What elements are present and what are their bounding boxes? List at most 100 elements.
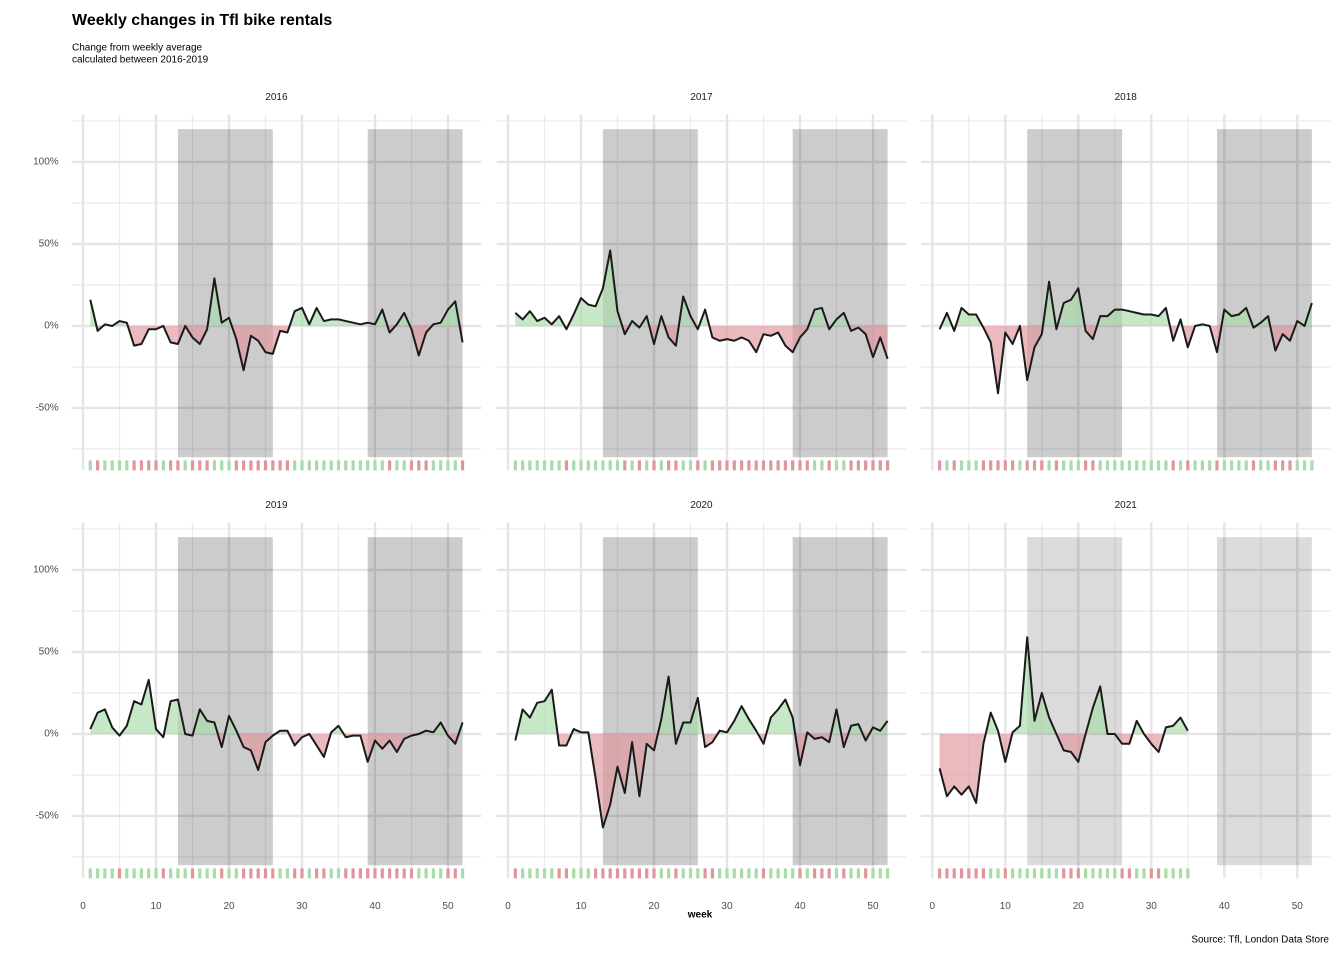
sign-tile [183, 868, 187, 879]
y-tick-label: 0% [44, 321, 59, 332]
sign-tile [424, 460, 428, 471]
sign-tile [161, 868, 165, 879]
sign-tile [521, 460, 525, 471]
sign-tile [1229, 460, 1234, 471]
sign-tile [542, 868, 547, 879]
sign-tile [1113, 868, 1117, 879]
sign-tile [513, 460, 517, 471]
sign-tile [967, 868, 971, 879]
sign-tile [1076, 460, 1080, 471]
sign-tile [989, 868, 993, 879]
sign-tile [601, 460, 605, 471]
x-tick-label: 0 [505, 901, 511, 912]
sign-tile [967, 460, 971, 471]
panel-title: 2017 [690, 92, 713, 103]
x-tick-label: 40 [369, 901, 381, 912]
y-tick-label: -50% [35, 403, 58, 414]
sign-tile [783, 460, 787, 471]
negative-area [515, 325, 888, 359]
sign-tile [439, 868, 443, 879]
caption: Source: Tfl, London Data Store [1191, 935, 1329, 946]
sign-tile [1171, 460, 1175, 471]
line [514, 675, 889, 829]
subtitle: calculated between 2016-2019 [72, 55, 209, 66]
sign-tile [761, 868, 766, 879]
sign-tile [1149, 460, 1153, 471]
positive-area [515, 250, 850, 326]
sign-tile [234, 868, 238, 879]
sign-tile [380, 868, 384, 879]
sign-tile [271, 460, 275, 471]
sign-tile [732, 868, 736, 879]
sign-tile [1047, 460, 1051, 471]
sign-tile [424, 868, 428, 879]
sign-tile [460, 868, 465, 879]
sign-tile [1003, 460, 1007, 471]
sign-tile [1032, 868, 1037, 879]
sign-tile [1069, 460, 1073, 471]
sign-tile [446, 460, 450, 471]
sign-tile [1193, 460, 1197, 471]
season-band [177, 129, 273, 458]
sign-tile [725, 868, 729, 879]
sign-tile [220, 460, 224, 471]
sign-tile [1186, 868, 1190, 879]
sign-tile [557, 868, 561, 879]
sign-tile [307, 868, 311, 879]
sign-tile [667, 868, 671, 879]
panel: 2021 0 10 20 30 40 50 [921, 500, 1331, 912]
sign-tile [659, 868, 663, 879]
sign-tile [1156, 460, 1161, 471]
season-band [367, 129, 463, 458]
sign-tile [659, 460, 663, 471]
sign-tile [300, 460, 304, 471]
sign-tile [453, 460, 457, 471]
sign-tile [125, 868, 129, 879]
sign-tile [395, 868, 399, 879]
sign-tile [263, 868, 268, 879]
sign-tile [1054, 460, 1059, 471]
sign-tile [1098, 460, 1102, 471]
sign-tile [805, 460, 809, 471]
sign-tile [1120, 868, 1124, 879]
sign-tile [535, 868, 539, 879]
x-tick-label: 10 [1000, 901, 1012, 912]
sign-tile [285, 868, 289, 879]
sign-tile [842, 460, 846, 471]
sign-tile [996, 868, 1000, 879]
sign-tile [871, 460, 875, 471]
season-band [1216, 537, 1312, 866]
sign-tile [249, 460, 253, 471]
y-tick-label: 0% [44, 729, 59, 740]
sign-tile [769, 460, 773, 471]
panel-title: 2018 [1115, 92, 1138, 103]
positive-area [985, 637, 1188, 734]
sign-tile [88, 868, 92, 879]
sign-tile [630, 868, 634, 879]
sign-tile [791, 868, 795, 879]
sign-tile [198, 868, 202, 879]
sign-tile [1149, 868, 1153, 879]
sign-tile [1113, 460, 1117, 471]
sign-tile [278, 868, 282, 879]
sign-tile [812, 868, 817, 879]
sign-tile [747, 868, 751, 879]
sign-tile [1171, 868, 1175, 879]
sign-tile [1178, 460, 1183, 471]
sign-tile [1127, 460, 1131, 471]
sign-tile [161, 460, 165, 471]
negative-area [939, 733, 1188, 803]
sign-tile [834, 868, 839, 879]
sign-tile [212, 460, 217, 471]
sign-tile [1135, 868, 1139, 879]
negative-area [515, 733, 888, 828]
sign-tile [1186, 460, 1190, 471]
sign-tile [117, 460, 122, 471]
x-tick-label: 30 [296, 901, 308, 912]
sign-tile [212, 868, 217, 879]
sign-tile [314, 868, 319, 879]
sign-tile [1120, 460, 1124, 471]
y-tick-label: 50% [39, 647, 59, 658]
sign-tile [154, 460, 158, 471]
